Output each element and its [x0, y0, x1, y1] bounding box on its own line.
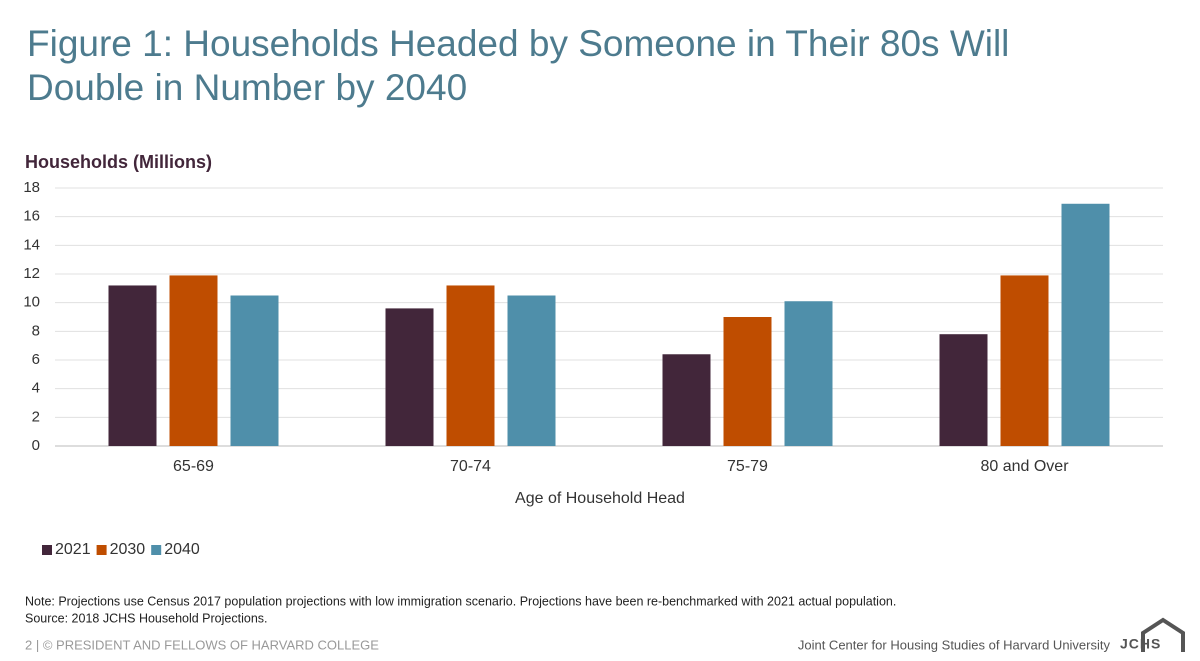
y-tick-label: 0: [32, 437, 40, 454]
legend-swatch: [151, 545, 162, 555]
bar: [784, 301, 833, 446]
bar: [169, 275, 218, 446]
y-tick-label: 16: [23, 208, 40, 225]
x-tick-label: 65-69: [173, 458, 214, 475]
bar: [108, 285, 157, 446]
y-tick-label: 18: [23, 179, 40, 196]
legend-swatch: [42, 545, 52, 555]
bar: [1000, 275, 1049, 446]
x-tick-label: 70-74: [450, 458, 491, 475]
chart-title: Figure 1: Households Headed by Someone i…: [27, 23, 1010, 108]
footer-right: Joint Center for Housing Studies of Harv…: [798, 637, 1111, 652]
footer-left: 2 | © PRESIDENT AND FELLOWS OF HARVARD C…: [25, 637, 379, 652]
source: Source: 2018 JCHS Household Projections.: [25, 611, 268, 625]
y-tick-label: 10: [23, 294, 40, 311]
bar: [385, 308, 434, 446]
y-tick-label: 8: [32, 322, 40, 339]
legend-swatch: [96, 545, 107, 555]
bar: [1061, 203, 1110, 446]
y-tick-label: 12: [23, 265, 40, 282]
bar: [446, 285, 495, 446]
bar: [662, 354, 711, 446]
bar: [507, 295, 556, 446]
bar: [723, 317, 772, 446]
legend-label: 2040: [164, 541, 200, 558]
x-tick-label: 80 and Over: [980, 458, 1069, 475]
y-axis-label: Households (Millions): [25, 152, 212, 172]
x-axis-label: Age of Household Head: [515, 490, 685, 507]
bar: [230, 295, 279, 446]
logo-text: JCHS: [1120, 636, 1161, 652]
note: Note: Projections use Census 2017 popula…: [25, 594, 896, 608]
legend-label: 2030: [110, 541, 146, 558]
y-tick-label: 6: [32, 351, 40, 368]
bar: [939, 334, 988, 446]
y-tick-label: 4: [32, 380, 40, 397]
logo-icon: [1141, 617, 1185, 652]
y-tick-label: 14: [23, 236, 40, 253]
x-tick-label: 75-79: [727, 458, 768, 475]
legend-label: 2021: [55, 541, 91, 558]
y-tick-label: 2: [32, 408, 40, 425]
